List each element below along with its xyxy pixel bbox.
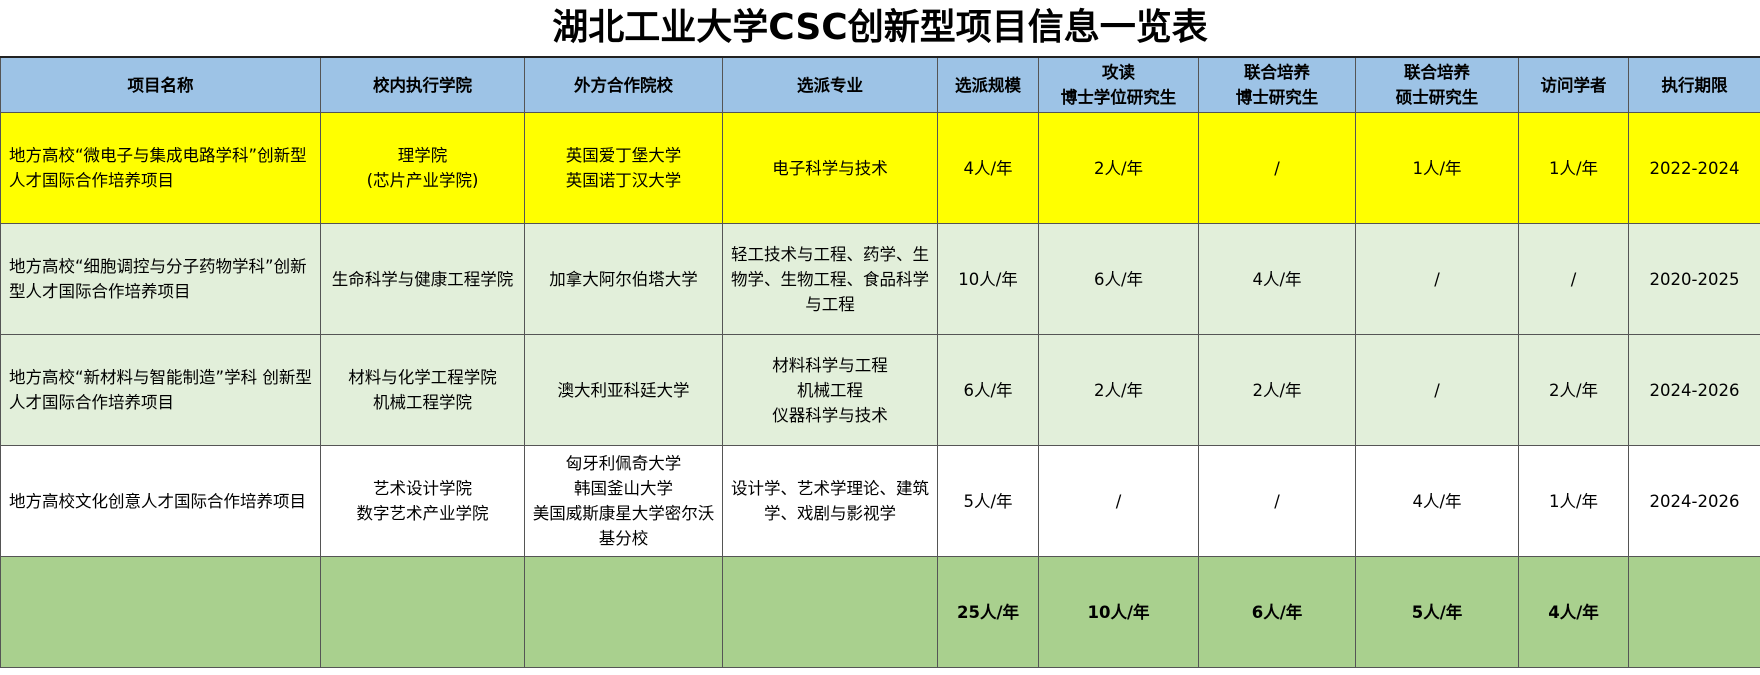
column-header: 选派规模 (937, 56, 1039, 113)
table-cell: 2020-2025 (1628, 223, 1760, 335)
total-cell: 25人/年 (937, 556, 1039, 668)
column-header: 校内执行学院 (320, 56, 525, 113)
table-cell: / (1518, 223, 1629, 335)
column-header: 联合培养 博士研究生 (1198, 56, 1356, 113)
table-cell: / (1355, 223, 1519, 335)
table-cell: 1人/年 (1355, 112, 1519, 224)
total-cell (0, 556, 321, 668)
table-cell: 设计学、艺术学理论、建筑学、戏剧与影视学 (722, 445, 938, 557)
total-cell: 10人/年 (1038, 556, 1199, 668)
table-cell: 地方高校文化创意人才国际合作培养项目 (0, 445, 321, 557)
page-title: 湖北工业大学CSC创新型项目信息一览表 (552, 7, 1208, 48)
table-cell: / (1198, 112, 1356, 224)
table-row: 地方高校“新材料与智能制造”学科 创新型人才国际合作培养项目 材料与化学工程学院 … (0, 334, 1760, 446)
table-cell: 2人/年 (1038, 112, 1199, 224)
table-cell: 地方高校“新材料与智能制造”学科 创新型人才国际合作培养项目 (0, 334, 321, 446)
table-cell: 4人/年 (937, 112, 1039, 224)
column-header: 执行期限 (1628, 56, 1760, 113)
total-cell (320, 556, 525, 668)
table-cell: 地方高校“微电子与集成电路学科”创新型人才国际合作培养项目 (0, 112, 321, 224)
table-cell: 1人/年 (1518, 445, 1629, 557)
total-cell: 5人/年 (1355, 556, 1519, 668)
table-cell: 4人/年 (1198, 223, 1356, 335)
table-cell: 生命科学与健康工程学院 (320, 223, 525, 335)
total-row: 25人/年 10人/年 6人/年 5人/年 4人/年 (0, 556, 1760, 668)
column-header: 外方合作院校 (524, 56, 723, 113)
table-cell: 2人/年 (1198, 334, 1356, 446)
header-row: 项目名称 校内执行学院 外方合作院校 选派专业 选派规模 攻读 博士学位研究生 联合培养 博… (0, 56, 1760, 113)
table-cell: 理学院 (芯片产业学院) (320, 112, 525, 224)
total-cell (524, 556, 723, 668)
table-cell: 4人/年 (1355, 445, 1519, 557)
table-cell: 材料科学与工程 机械工程 仪器科学与技术 (722, 334, 938, 446)
table-cell: 2024-2026 (1628, 445, 1760, 557)
table-cell: 2022-2024 (1628, 112, 1760, 224)
column-header: 联合培养 硕士研究生 (1355, 56, 1519, 113)
table-cell: 电子科学与技术 (722, 112, 938, 224)
table-cell: 艺术设计学院 数字艺术产业学院 (320, 445, 525, 557)
table-cell: / (1038, 445, 1199, 557)
table-cell: 1人/年 (1518, 112, 1629, 224)
table-cell: / (1355, 334, 1519, 446)
table-cell: 轻工技术与工程、药学、生物学、生物工程、食品科学与工程 (722, 223, 938, 335)
total-cell: 4人/年 (1518, 556, 1629, 668)
table-cell: 2024-2026 (1628, 334, 1760, 446)
total-cell (1628, 556, 1760, 668)
table-cell: 6人/年 (937, 334, 1039, 446)
table-cell: 材料与化学工程学院 机械工程学院 (320, 334, 525, 446)
column-header: 访问学者 (1518, 56, 1629, 113)
project-table: 项目名称 校内执行学院 外方合作院校 选派专业 选派规模 攻读 博士学位研究生 联合培养 博… (0, 56, 1760, 668)
table-cell: 澳大利亚科廷大学 (524, 334, 723, 446)
table-row: 地方高校文化创意人才国际合作培养项目 艺术设计学院 数字艺术产业学院 匈牙利佩奇大学… (0, 445, 1760, 557)
table-cell: 英国爱丁堡大学 英国诺丁汉大学 (524, 112, 723, 224)
table-cell: 5人/年 (937, 445, 1039, 557)
table-cell: 10人/年 (937, 223, 1039, 335)
column-header: 选派专业 (722, 56, 938, 113)
table-cell: 6人/年 (1038, 223, 1199, 335)
total-cell (722, 556, 938, 668)
table-row: 地方高校“细胞调控与分子药物学科”创新型人才国际合作培养项目 生命科学与健康工程学… (0, 223, 1760, 335)
column-header: 项目名称 (0, 56, 321, 113)
table-row: 地方高校“微电子与集成电路学科”创新型人才国际合作培养项目 理学院 (芯片产业学院… (0, 112, 1760, 224)
column-header: 攻读 博士学位研究生 (1038, 56, 1199, 113)
table-cell: / (1198, 445, 1356, 557)
table-cell: 2人/年 (1518, 334, 1629, 446)
total-cell: 6人/年 (1198, 556, 1356, 668)
table-cell: 加拿大阿尔伯塔大学 (524, 223, 723, 335)
table-cell: 2人/年 (1038, 334, 1199, 446)
table-cell: 匈牙利佩奇大学 韩国釜山大学 美国威斯康星大学密尔沃基分校 (524, 445, 723, 557)
table-cell: 地方高校“细胞调控与分子药物学科”创新型人才国际合作培养项目 (0, 223, 321, 335)
